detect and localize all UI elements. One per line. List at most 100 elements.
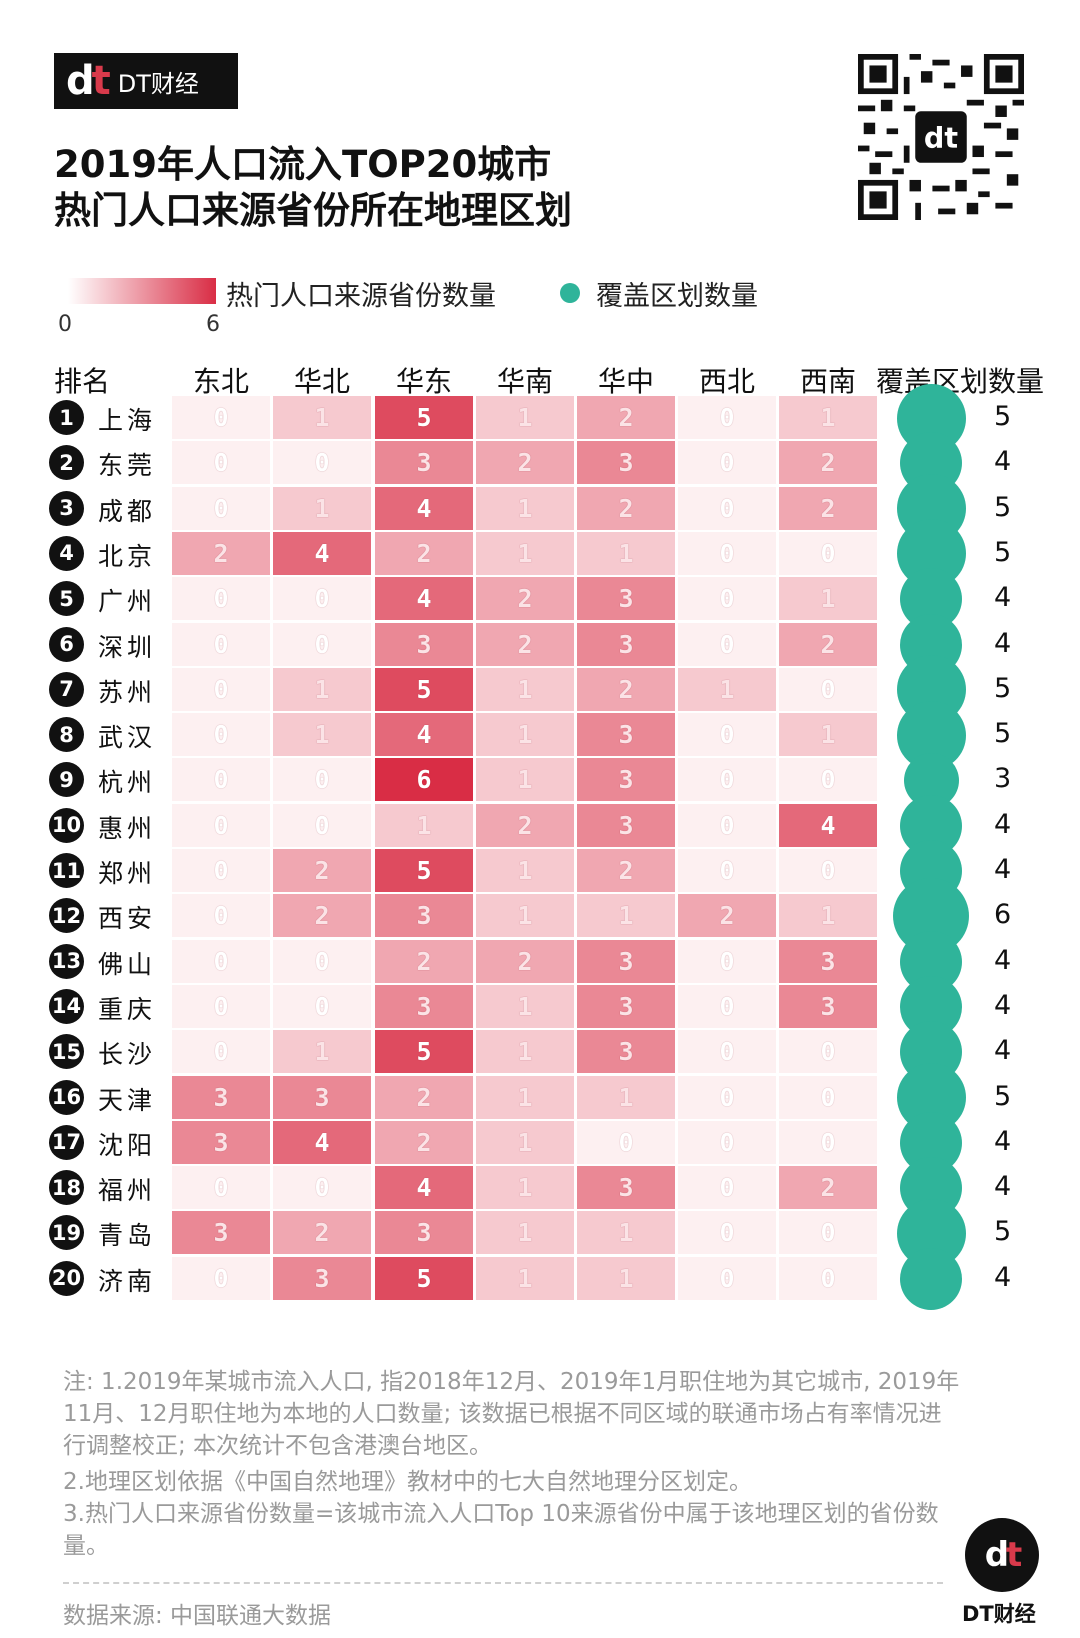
coverage-count: 4 xyxy=(994,1035,1012,1067)
heat-cell: 1 xyxy=(273,1030,371,1074)
heat-cell: 1 xyxy=(678,667,776,711)
heat-cell: 1 xyxy=(476,1120,574,1164)
rank-badge: 14 xyxy=(49,988,84,1024)
table-row: 1 上海 0 1 5 1 2 0 1 5 xyxy=(0,383,1080,453)
logo-mark-icon: dt xyxy=(66,58,111,104)
heat-cell: 1 xyxy=(476,531,574,575)
heat-cell: 3 xyxy=(375,622,473,666)
coverage-count: 5 xyxy=(994,672,1012,704)
heat-cell: 1 xyxy=(476,894,574,938)
heat-cell: 0 xyxy=(273,622,371,666)
note-2: 2.地理区划依据《中国自然地理》教材中的七大自然地理分区划定。 xyxy=(63,1469,752,1495)
heat-cell: 1 xyxy=(577,1256,675,1300)
brand-name: DT财经 xyxy=(117,69,199,98)
coverage-count: 4 xyxy=(994,627,1012,659)
heat-legend-gradient xyxy=(68,278,216,304)
heat-cell: 5 xyxy=(375,1030,473,1074)
city-name: 重庆 xyxy=(98,994,157,1024)
heat-cell: 2 xyxy=(577,849,675,892)
heat-cell: 0 xyxy=(172,939,270,983)
rank-badge: 20 xyxy=(49,1260,84,1296)
heat-cell: 0 xyxy=(172,577,270,621)
heat-cell: 2 xyxy=(577,486,675,530)
heat-cell: 1 xyxy=(577,894,675,938)
heat-cell: 3 xyxy=(577,577,675,621)
heat-cell: 2 xyxy=(476,577,574,621)
heat-cell: 0 xyxy=(273,577,371,621)
rank-badge: 12 xyxy=(49,898,84,934)
heat-cell: 3 xyxy=(172,1075,270,1119)
heat-cell: 2 xyxy=(375,1120,473,1164)
heat-cell: 1 xyxy=(273,667,371,711)
coverage-count: 4 xyxy=(994,854,1012,885)
city-name: 成都 xyxy=(98,496,157,526)
rank-badge: 15 xyxy=(49,1034,84,1070)
coverage-count: 4 xyxy=(994,1171,1012,1203)
column-header: 华南 xyxy=(496,365,554,398)
heat-cell: 0 xyxy=(678,803,776,847)
rank-badge: 16 xyxy=(49,1079,84,1115)
city-name: 惠州 xyxy=(98,813,157,843)
heat-cell: 2 xyxy=(678,894,776,938)
table-row: 4 北京 2 4 2 1 1 0 0 5 xyxy=(0,519,1080,589)
qr-code-icon: dt xyxy=(858,54,1024,220)
heat-cell: 2 xyxy=(273,849,371,892)
heat-cell: 0 xyxy=(273,984,371,1028)
heat-cell: 0 xyxy=(779,1030,877,1074)
table-row: 17 沈阳 3 4 2 1 0 0 0 4 xyxy=(0,1111,1080,1174)
heat-cell: 5 xyxy=(375,396,473,439)
heat-cell: 0 xyxy=(678,1030,776,1074)
rank-badge: 3 xyxy=(49,490,84,526)
heat-legend-label: 热门人口来源省份数量 xyxy=(226,281,496,312)
rank-badge: 18 xyxy=(49,1170,84,1206)
heat-cell: 1 xyxy=(577,1075,675,1119)
coverage-count: 3 xyxy=(994,763,1012,795)
heat-cell: 0 xyxy=(779,531,877,575)
heat-cell: 0 xyxy=(577,1120,675,1164)
city-name: 西安 xyxy=(98,904,157,934)
city-name: 北京 xyxy=(98,541,157,571)
rank-badge: 19 xyxy=(49,1215,84,1251)
coverage-count: 6 xyxy=(994,899,1012,931)
table-row: 3 成都 0 1 4 1 2 0 2 5 xyxy=(0,474,1080,544)
column-header: 华北 xyxy=(293,365,351,398)
heat-cell: 4 xyxy=(375,486,473,530)
table-row: 19 青岛 3 2 3 1 1 0 0 5 xyxy=(0,1198,1080,1268)
heat-cell: 4 xyxy=(779,803,877,847)
city-name: 济南 xyxy=(98,1266,157,1296)
heat-cell: 3 xyxy=(577,622,675,666)
heat-cell: 4 xyxy=(273,1120,371,1164)
heat-cell: 2 xyxy=(273,894,371,938)
rank-badge: 5 xyxy=(49,581,84,617)
heat-cell: 1 xyxy=(779,396,877,439)
coverage-count: 5 xyxy=(994,401,1012,432)
heat-cell: 3 xyxy=(577,441,675,485)
table-row: 14 重庆 0 0 3 1 3 0 3 4 xyxy=(0,975,1080,1038)
heat-cell: 1 xyxy=(476,486,574,530)
heat-cell: 3 xyxy=(577,984,675,1028)
rank-badge: 1 xyxy=(49,400,84,435)
brand-logo: dt DT财经 xyxy=(54,53,238,109)
city-name: 上海 xyxy=(98,406,157,435)
heat-cell: 0 xyxy=(273,803,371,847)
coverage-dot xyxy=(900,1247,962,1310)
heat-cell: 0 xyxy=(678,758,776,802)
heat-cell: 0 xyxy=(678,1256,776,1300)
city-name: 深圳 xyxy=(98,632,157,662)
city-name: 杭州 xyxy=(98,768,157,798)
heat-cell: 2 xyxy=(779,622,877,666)
heat-cell: 0 xyxy=(273,758,371,802)
heat-cell: 1 xyxy=(476,667,574,711)
heat-cell: 2 xyxy=(779,486,877,530)
heat-cell: 0 xyxy=(779,758,877,802)
heat-cell: 0 xyxy=(678,396,776,439)
city-name: 广州 xyxy=(98,587,157,617)
heat-cell: 3 xyxy=(779,984,877,1028)
heat-cell: 0 xyxy=(678,441,776,485)
heat-cell: 0 xyxy=(779,1075,877,1119)
rank-badge: 8 xyxy=(49,717,84,753)
table-row: 8 武汉 0 1 4 1 3 0 1 5 xyxy=(0,700,1080,770)
heat-legend-min: 0 xyxy=(58,312,72,337)
heat-cell: 0 xyxy=(172,396,270,439)
heat-cell: 1 xyxy=(577,1211,675,1255)
